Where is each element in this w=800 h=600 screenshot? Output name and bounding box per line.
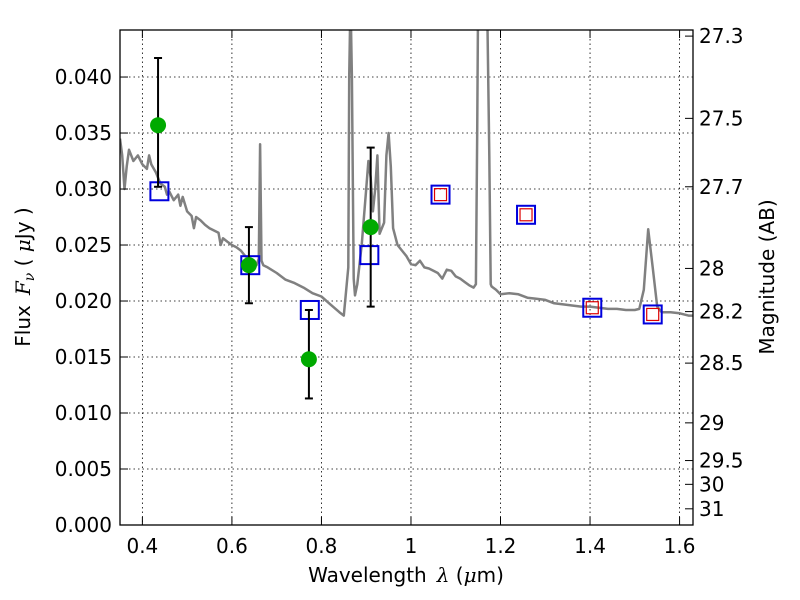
y-tick-label: 0.005	[55, 457, 112, 481]
y2-tick-label: 28	[699, 256, 724, 280]
y-axis-title-unit-mu: μ	[11, 239, 35, 252]
y-axis-title-text: Flux	[11, 305, 35, 347]
model-photometry-square	[516, 204, 537, 225]
model-photometry-square	[149, 181, 170, 202]
x-tick-label: 0.8	[306, 534, 338, 558]
x-axis-title: Wavelength λ (μm)	[308, 563, 504, 587]
y-tick-label: 0.010	[55, 401, 112, 425]
plot-background	[120, 30, 693, 525]
model-photometry-square	[430, 184, 451, 205]
model-photometry-inner-square	[585, 301, 599, 315]
y-axis-title-unit-open: (	[11, 252, 35, 273]
y2-tick-label: 30	[699, 472, 724, 496]
x-tick-label: 1.4	[574, 534, 606, 558]
model-photometry-inner-square	[519, 208, 533, 222]
x-axis-title-text: Wavelength	[308, 563, 427, 587]
y2-tick-label: 27.7	[699, 175, 744, 199]
model-photometry-inner-square	[646, 307, 660, 322]
y2-tick-label: 29	[699, 411, 724, 435]
x-axis-title-symbol: λ	[436, 563, 450, 587]
y2-tick-label: 31	[699, 497, 724, 521]
model-photometry-square	[642, 304, 663, 325]
x-tick-label: 1.6	[664, 534, 696, 558]
axis-ticks: 0.4 0.6 0.8 1 1.2 1.4 1.6 0.000 0.005 0.010 0.015 0…	[55, 24, 744, 558]
x-tick-label: 0.6	[216, 534, 248, 558]
y-axis-title-symbol: F	[11, 280, 35, 296]
x-axis-title-unit-rest: m)	[477, 563, 504, 587]
x-tick-label: 1.2	[485, 534, 517, 558]
y2-tick-label: 28.5	[699, 351, 744, 375]
plot-frame	[119, 29, 694, 526]
x-tick-label: 0.4	[126, 534, 158, 558]
model-photometry-inner-square	[433, 188, 448, 202]
y-tick-label: 0.000	[55, 513, 112, 537]
y2-tick-label: 27.3	[699, 24, 744, 48]
observed-flux-point	[362, 219, 379, 236]
y2-axis-title: Magnitude (AB)	[755, 199, 779, 354]
y2-tick-label: 28.2	[699, 300, 744, 324]
y-axis-title-unit-rest: Jy )	[11, 207, 35, 241]
y-axis-title-subscript: ν	[22, 272, 38, 281]
observed-flux-point	[240, 257, 257, 274]
x-tick-label: 1	[405, 534, 418, 558]
y-tick-label: 0.025	[55, 233, 112, 257]
observed-flux-point	[150, 117, 167, 134]
model-photometry-square	[359, 245, 380, 266]
y-tick-label: 0.020	[55, 289, 112, 313]
model-photometry-square	[582, 297, 603, 318]
y2-tick-label: 29.5	[699, 449, 744, 473]
x-axis-title-unit-open: (	[449, 563, 463, 587]
observed-flux-point	[300, 351, 317, 368]
y2-tick-label: 27.5	[699, 106, 744, 130]
y-tick-label: 0.015	[55, 345, 112, 369]
y-tick-label: 0.040	[55, 65, 112, 89]
observed-photometry-layer	[150, 56, 379, 400]
y-axis-title: Flux Fν ( μJy )	[11, 207, 38, 346]
y-tick-label: 0.030	[55, 177, 112, 201]
x-axis-title-unit-mu: μ	[464, 563, 477, 587]
y-tick-label: 0.035	[55, 121, 112, 145]
sed-spectrum-layer	[120, 30, 693, 317]
sed-spectrum-line	[120, 30, 693, 317]
model-photometry-layer	[149, 181, 663, 325]
